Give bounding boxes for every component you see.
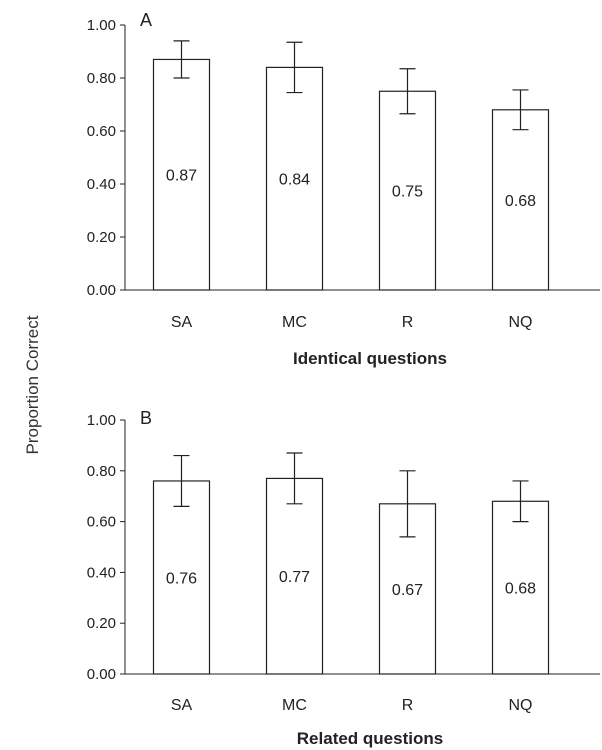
panel-b-category-label: R [402,697,414,714]
panel-b-data-label: 0.67 [392,582,423,599]
panel-b-y-tick-label: 0.20 [87,615,116,632]
panel-a-category-label: SA [171,314,193,331]
panel-a: 0.00 0.20 0.40 0.60 0.80 1.00 0.87 SA 0.84 MC 0.7… [87,10,600,368]
panel-b-bars: 0.76 SA 0.77 MC 0.67 R 0.68 NQ [152,452,550,714]
panel-a-category-label: R [402,314,414,331]
panel-a-y-tick-label: 0.80 [87,70,116,87]
panel-a-data-label: 0.84 [279,172,310,189]
panel-a-data-label: 0.87 [166,168,197,185]
panel-a-y-tick-label: 1.00 [87,17,116,34]
panel-a-bar-mc [265,66,324,291]
panel-a-bars: 0.87 SA 0.84 MC 0.75 R 0.68 NQ [152,40,550,331]
panel-b-bar-mc [265,477,324,675]
panel-b-data-label: 0.76 [166,570,197,587]
panel-b-error-bar-nq [512,480,529,523]
panel-a-data-label: 0.75 [392,184,423,201]
panel-b-error-bar-mc [286,452,303,505]
panel-a-y-tick-label: 0.20 [87,229,116,246]
panel-a-category-label: MC [282,314,307,331]
panel-a-y-tick-label: 0.40 [87,176,116,193]
panel-b-y-tick-label: 0.00 [87,666,116,683]
panel-b-y-tick-label: 0.60 [87,514,116,531]
panel-b-bar-sa [152,480,211,675]
panel-b-category-label: MC [282,697,307,714]
panel-a-category-label: NQ [509,314,533,331]
panel-a-bar-nq [491,109,550,291]
panel-b-error-bar-sa [173,454,190,507]
panel-b-y-tick-label: 0.80 [87,463,116,480]
panel-a-label: A [140,10,152,30]
panel-b-bar-nq [491,500,550,675]
panel-b-x-axis-title: Related questions [297,729,443,748]
panel-a-x-axis-title: Identical questions [293,349,447,368]
y-axis-title: Proportion Correct [23,315,42,454]
panel-a-y-tick-label: 0.60 [87,123,116,140]
panel-b-data-label: 0.68 [505,581,536,598]
panel-b-data-label: 0.77 [279,569,310,586]
panel-a-error-bar-r [399,68,416,115]
panel-a-y-tick-label: 0.00 [87,282,116,299]
panel-b-y-tick-label: 1.00 [87,412,116,429]
panel-b-category-label: SA [171,697,193,714]
panel-a-error-bar-sa [173,40,190,79]
panel-b-error-bar-r [399,470,416,538]
panel-b: 0.00 0.20 0.40 0.60 0.80 1.00 0.76 SA 0.77 MC 0.6… [87,408,600,748]
panel-a-error-bar-nq [512,89,529,131]
panel-b-label: B [140,408,152,428]
panel-b-category-label: NQ [509,697,533,714]
panel-a-data-label: 0.68 [505,193,536,210]
panel-a-error-bar-mc [286,41,303,94]
panel-b-y-tick-label: 0.40 [87,564,116,581]
